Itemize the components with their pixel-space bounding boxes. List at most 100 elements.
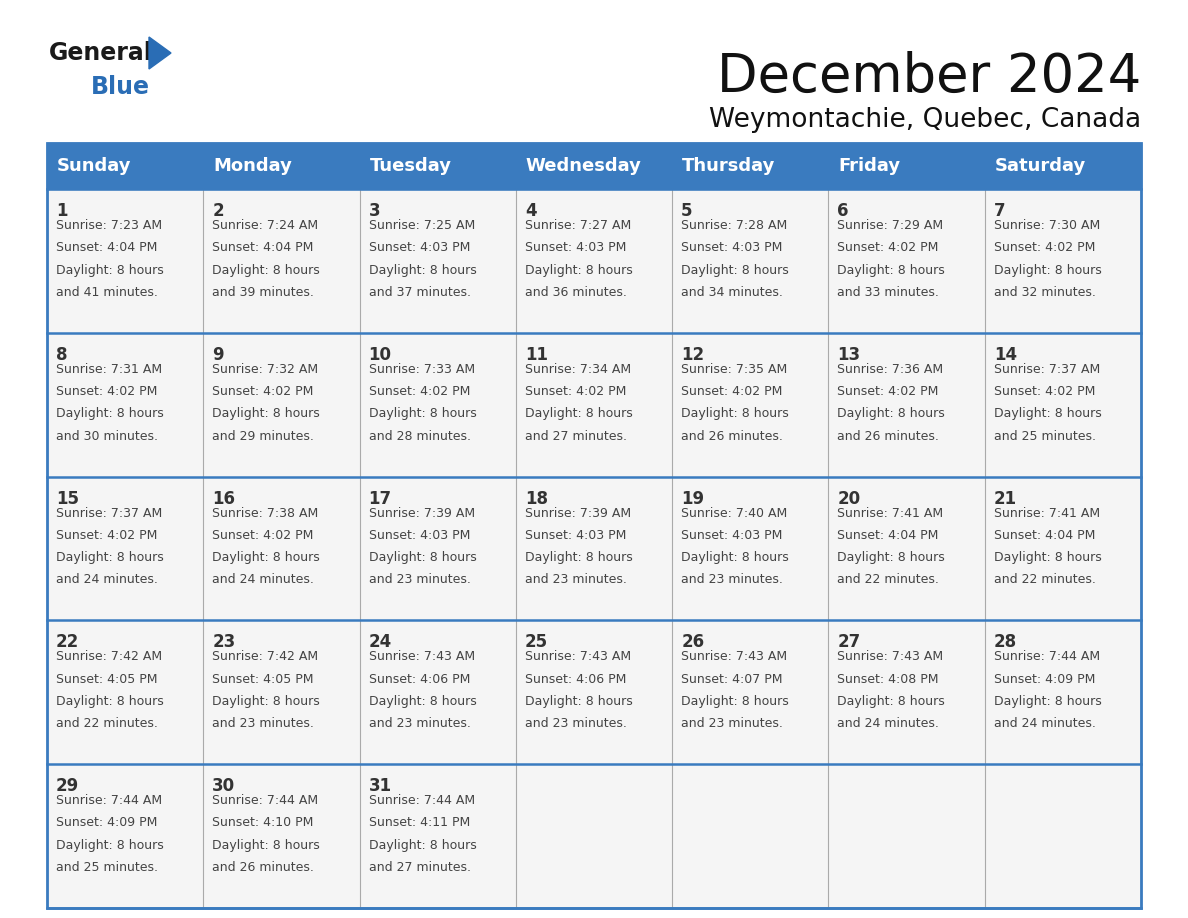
Text: and 23 minutes.: and 23 minutes. [213,717,314,730]
Text: Sunset: 4:10 PM: Sunset: 4:10 PM [213,816,314,830]
Text: Sunrise: 7:23 AM: Sunrise: 7:23 AM [56,219,162,232]
Text: Sunset: 4:02 PM: Sunset: 4:02 PM [838,241,939,254]
Text: Sunrise: 7:24 AM: Sunrise: 7:24 AM [213,219,318,232]
Text: Sunrise: 7:37 AM: Sunrise: 7:37 AM [56,507,163,520]
Text: Daylight: 8 hours: Daylight: 8 hours [368,551,476,565]
Bar [985,476,1140,621]
Text: Daylight: 8 hours: Daylight: 8 hours [56,695,164,708]
Text: Daylight: 8 hours: Daylight: 8 hours [213,695,320,708]
Text: Sunset: 4:02 PM: Sunset: 4:02 PM [213,385,314,398]
Text: and 34 minutes.: and 34 minutes. [681,285,783,298]
Text: Sunset: 4:02 PM: Sunset: 4:02 PM [838,385,939,398]
Text: 5: 5 [681,202,693,220]
Text: Sunset: 4:11 PM: Sunset: 4:11 PM [368,816,469,830]
Text: 4: 4 [525,202,537,220]
Text: Daylight: 8 hours: Daylight: 8 hours [993,695,1101,708]
Text: Monday: Monday [214,157,292,175]
Text: Friday: Friday [839,157,901,175]
Text: Sunrise: 7:41 AM: Sunrise: 7:41 AM [993,507,1100,520]
Text: and 23 minutes.: and 23 minutes. [525,717,627,730]
Text: and 26 minutes.: and 26 minutes. [681,430,783,442]
Text: Sunrise: 7:44 AM: Sunrise: 7:44 AM [213,794,318,807]
Text: and 29 minutes.: and 29 minutes. [213,430,314,442]
Text: 27: 27 [838,633,860,652]
Bar [985,621,1140,764]
Text: 23: 23 [213,633,235,652]
Text: Sunrise: 7:39 AM: Sunrise: 7:39 AM [525,507,631,520]
Text: Daylight: 8 hours: Daylight: 8 hours [56,263,164,276]
Text: Sunset: 4:03 PM: Sunset: 4:03 PM [368,241,470,254]
Text: and 24 minutes.: and 24 minutes. [993,717,1095,730]
Bar [516,476,672,621]
Text: and 30 minutes.: and 30 minutes. [56,430,158,442]
Bar [516,333,672,476]
Text: Sunrise: 7:42 AM: Sunrise: 7:42 AM [213,650,318,664]
Text: Daylight: 8 hours: Daylight: 8 hours [525,695,632,708]
Bar [516,764,672,908]
Bar [203,476,360,621]
Text: Daylight: 8 hours: Daylight: 8 hours [368,695,476,708]
Bar [672,476,828,621]
Text: Sunrise: 7:37 AM: Sunrise: 7:37 AM [993,363,1100,375]
Text: Sunset: 4:02 PM: Sunset: 4:02 PM [368,385,470,398]
Text: Sunset: 4:04 PM: Sunset: 4:04 PM [213,241,314,254]
Bar [203,764,360,908]
Text: Daylight: 8 hours: Daylight: 8 hours [56,408,164,420]
Text: December 2024: December 2024 [716,51,1140,103]
Bar [48,143,1140,908]
Bar [828,189,985,333]
Text: 20: 20 [838,489,860,508]
Text: and 22 minutes.: and 22 minutes. [838,574,940,587]
Text: General: General [49,41,153,65]
Text: and 33 minutes.: and 33 minutes. [838,285,940,298]
Bar [360,621,516,764]
Bar [360,333,516,476]
Text: Sunrise: 7:44 AM: Sunrise: 7:44 AM [56,794,162,807]
Text: 1: 1 [56,202,68,220]
Text: and 24 minutes.: and 24 minutes. [838,717,940,730]
Text: 17: 17 [368,489,392,508]
Text: Sunset: 4:05 PM: Sunset: 4:05 PM [56,673,158,686]
Bar [828,621,985,764]
Bar [516,189,672,333]
Text: and 23 minutes.: and 23 minutes. [681,717,783,730]
Text: Sunrise: 7:43 AM: Sunrise: 7:43 AM [525,650,631,664]
Bar [48,143,1140,189]
Text: and 41 minutes.: and 41 minutes. [56,285,158,298]
Text: Sunset: 4:06 PM: Sunset: 4:06 PM [525,673,626,686]
Text: Daylight: 8 hours: Daylight: 8 hours [681,695,789,708]
Text: Sunrise: 7:41 AM: Sunrise: 7:41 AM [838,507,943,520]
Text: Sunrise: 7:44 AM: Sunrise: 7:44 AM [368,794,475,807]
Text: and 23 minutes.: and 23 minutes. [368,717,470,730]
Text: 25: 25 [525,633,548,652]
Text: Daylight: 8 hours: Daylight: 8 hours [525,551,632,565]
Bar [48,333,203,476]
Text: Saturday: Saturday [994,157,1086,175]
Text: 19: 19 [681,489,704,508]
Text: Sunrise: 7:25 AM: Sunrise: 7:25 AM [368,219,475,232]
Text: Sunset: 4:08 PM: Sunset: 4:08 PM [838,673,939,686]
Bar [203,621,360,764]
Text: 29: 29 [56,778,80,795]
Text: and 37 minutes.: and 37 minutes. [368,285,470,298]
Text: Sunday: Sunday [57,157,132,175]
Bar [985,764,1140,908]
Text: Daylight: 8 hours: Daylight: 8 hours [525,263,632,276]
Text: and 24 minutes.: and 24 minutes. [213,574,314,587]
Text: and 23 minutes.: and 23 minutes. [525,574,627,587]
Text: 13: 13 [838,346,860,364]
Text: Sunset: 4:04 PM: Sunset: 4:04 PM [838,529,939,542]
Bar [985,333,1140,476]
Text: Daylight: 8 hours: Daylight: 8 hours [213,408,320,420]
Text: Daylight: 8 hours: Daylight: 8 hours [838,695,946,708]
Bar [360,189,516,333]
Text: and 26 minutes.: and 26 minutes. [213,861,314,874]
Text: 7: 7 [993,202,1005,220]
Text: Sunset: 4:02 PM: Sunset: 4:02 PM [525,385,626,398]
Text: and 23 minutes.: and 23 minutes. [681,574,783,587]
Bar [48,621,203,764]
Text: and 28 minutes.: and 28 minutes. [368,430,470,442]
Text: Sunset: 4:03 PM: Sunset: 4:03 PM [681,529,783,542]
Text: Thursday: Thursday [682,157,776,175]
Text: and 27 minutes.: and 27 minutes. [525,430,627,442]
